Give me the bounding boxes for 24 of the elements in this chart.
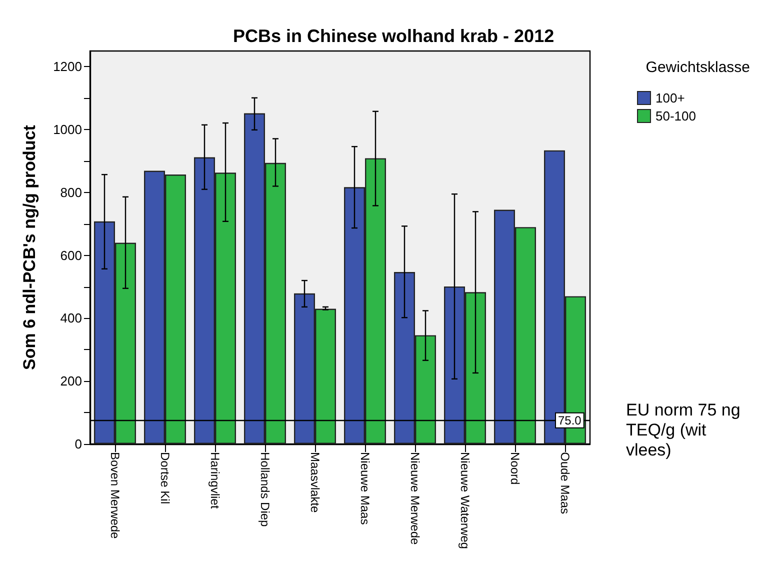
- y-tick-label: 400: [60, 310, 82, 326]
- y-tick-label: 0: [74, 436, 82, 452]
- x-tick-label: Hollands Diep: [258, 452, 272, 528]
- y-axis-title: Som 6 ndl-PCB's ng/g product: [20, 124, 39, 370]
- x-tick-label: Maasvlakte: [308, 452, 322, 514]
- x-tick-label: Oude Maas: [558, 452, 572, 514]
- y-tick-label: 1000: [53, 122, 82, 138]
- y-tick-label: 200: [60, 374, 82, 389]
- x-tick-label: Boven Merwede: [108, 452, 122, 540]
- x-tick-label: Nieuwe Merwede: [408, 452, 422, 546]
- ref-line-label: 75.0: [558, 413, 582, 428]
- legend-label: 100+: [656, 90, 685, 106]
- y-tick-label: 1200: [53, 59, 82, 74]
- y-tick-label: 600: [60, 248, 82, 263]
- x-tick-label: Nieuwe Waterweg: [458, 452, 472, 549]
- x-tick-label: Dortse Kil: [158, 452, 172, 504]
- text: EU norm 75 ng TEQ/g (wit vlees): [626, 400, 746, 460]
- x-tick-label: Noord: [508, 452, 522, 485]
- legend-title: Gewichtsklasse: [646, 59, 750, 76]
- y-tick-label: 800: [60, 184, 82, 200]
- legend-label: 50-100: [656, 108, 696, 124]
- x-tick-label: Haringvliet: [208, 452, 222, 510]
- x-tick-label: Nieuwe Maas: [358, 452, 372, 525]
- chart-title: PCBs in Chinese wolhand krab - 2012: [233, 26, 554, 46]
